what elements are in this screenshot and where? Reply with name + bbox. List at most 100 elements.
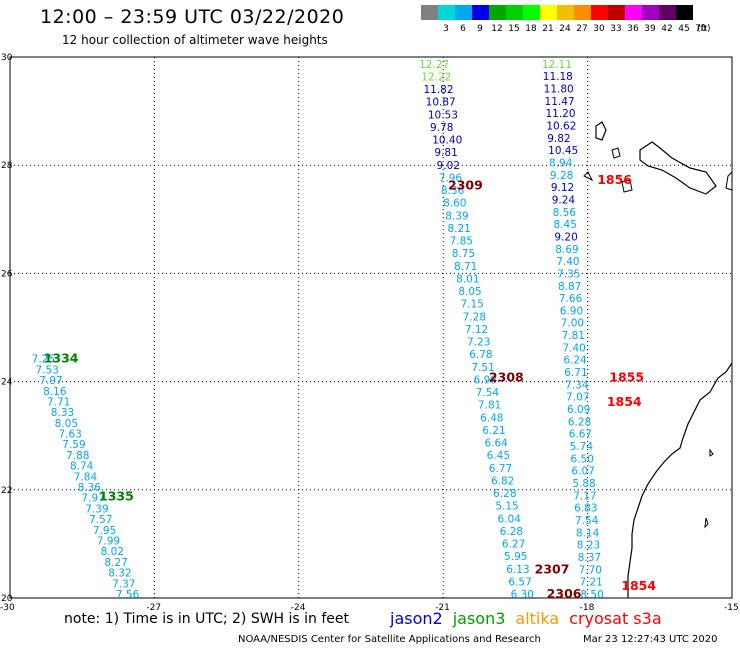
swh-value-label: 7.88 [66, 450, 89, 462]
swh-value-label: 8.27 [104, 557, 127, 569]
swh-value-label: 8.45 [554, 219, 577, 231]
swh-value-label: 6.57 [508, 576, 531, 588]
colorbar-unit: (ft) [697, 24, 711, 34]
colorbar-label: 9 [477, 24, 483, 34]
footnote: note: 1) Time is in UTC; 2) SWH is in fe… [64, 611, 350, 627]
colorbar-label: 30 [593, 24, 605, 34]
lon-tick-label: -24 [291, 603, 306, 613]
swh-value-label: 6.78 [469, 349, 492, 361]
colorbar-swatch [608, 5, 625, 20]
swh-value-label: 7.97 [81, 493, 104, 505]
swh-value-label: 7.00 [561, 318, 584, 330]
swh-value-label: 6.28 [500, 526, 523, 538]
swh-value-label: 9.81 [434, 147, 457, 159]
swh-value-label: 6.77 [489, 463, 512, 475]
lon-tick-label: -27 [146, 603, 161, 613]
swh-value-label: 7.07 [566, 392, 589, 404]
swh-value-label: 7.40 [562, 342, 585, 354]
colorbar-label: 18 [525, 24, 537, 34]
swh-value-label: 7.40 [556, 256, 579, 268]
swh-value-label: 8.74 [70, 461, 94, 473]
pass-time-label: 2308 [489, 370, 524, 385]
colorbar-swatch [591, 5, 608, 20]
lon-tick-label: -30 [0, 603, 15, 613]
swh-value-label: 9.82 [547, 133, 570, 145]
swh-value-label: 6.90 [560, 305, 583, 317]
swh-value-label: 7.57 [89, 514, 112, 526]
swh-value-label: 11.80 [544, 83, 574, 95]
swh-value-label: 7.66 [559, 293, 583, 305]
lat-tick-label: 20 [1, 594, 13, 604]
colorbar-label: 15 [508, 24, 520, 34]
swh-value-label: 6.30 [511, 589, 534, 601]
colorbar-swatch [557, 5, 574, 20]
generated-timestamp: Mar 23 12:27:43 UTC 2020 [583, 634, 718, 645]
colorbar-label: 33 [610, 24, 622, 34]
swh-value-label: 8.39 [445, 210, 468, 222]
lon-tick-label: -21 [435, 603, 450, 613]
swh-value-label: 6.28 [568, 416, 591, 428]
colorbar-label: 3 [443, 24, 449, 34]
swh-value-label: 8.05 [55, 418, 78, 430]
pass-time-label: 1856 [597, 172, 632, 187]
colorbar-label: 39 [644, 24, 656, 34]
swh-value-label: 6.28 [493, 488, 516, 500]
swh-value-label: 6.50 [571, 453, 594, 465]
swh-value-label: 6.71 [564, 367, 587, 379]
swh-value-label: 12.11 [542, 59, 572, 71]
swh-value-label: 6.21 [482, 425, 505, 437]
swh-value-label: 8.05 [458, 286, 481, 298]
swh-value-label: 12.22 [421, 71, 451, 83]
colorbar-swatch [676, 5, 693, 20]
colorbar-swatch [625, 5, 642, 20]
legend-item: altika [515, 609, 560, 628]
swh-value-label: 7.34 [565, 379, 589, 391]
page-title: 12:00 – 23:59 UTC 03/22/2020 [40, 6, 345, 28]
swh-value-label: 8.37 [578, 552, 601, 564]
colorbar-swatch [455, 5, 472, 20]
colorbar-label: 27 [576, 24, 588, 34]
swh-value-label: 7.54 [575, 515, 599, 527]
island-la-gomera [611, 147, 621, 159]
swh-value-label: 11.18 [543, 71, 573, 83]
credit-line: NOAA/NESDIS Center for Satellite Applica… [238, 634, 541, 645]
swh-value-label: 7.35 [557, 268, 580, 280]
pass-time-label: 1334 [44, 351, 79, 366]
colorbar-swatch [489, 5, 506, 20]
colorbar-label: 24 [559, 24, 571, 34]
lat-tick-label: 30 [1, 53, 13, 63]
lon-tick-label: -15 [724, 603, 739, 613]
lat-tick-label: 22 [1, 486, 12, 496]
pass-time-label: 2309 [448, 178, 483, 193]
swh-value-label: 7.39 [85, 503, 108, 515]
swh-value-label: 7.23 [467, 337, 490, 349]
swh-value-label: 6.09 [567, 404, 590, 416]
swh-value-label: 6.07 [571, 466, 594, 478]
swh-value-label: 11.20 [545, 108, 575, 120]
swh-value-label: 7.59 [62, 439, 85, 451]
swh-value-label: 8.56 [553, 207, 577, 219]
swh-value-label: 9.28 [550, 170, 573, 182]
swh-value-label: 5.95 [504, 551, 527, 563]
colorbar-swatch [523, 5, 540, 20]
swh-value-label: 7.56 [116, 589, 140, 601]
swh-value-label: 8.60 [443, 198, 466, 210]
swh-value-label: 6.83 [574, 503, 597, 515]
island-tenerife [639, 141, 717, 195]
island-el-hierro [621, 179, 633, 193]
lat-tick-label: 28 [1, 161, 13, 171]
legend-item: jason3 [452, 609, 506, 628]
swh-value-label: 6.04 [498, 513, 522, 525]
swh-value-label: 6.67 [569, 429, 592, 441]
swh-value-label: 7.51 [471, 362, 494, 374]
legend-item: jason2 [390, 609, 443, 628]
swh-value-label: 8.02 [101, 546, 124, 558]
colorbar-label: 42 [661, 24, 673, 34]
coast-islet [709, 448, 714, 457]
swh-value-label: 8.32 [108, 568, 131, 580]
swh-value-label: 7.95 [93, 525, 116, 537]
colorbar-swatch [540, 5, 557, 20]
swh-value-label: 8.94 [549, 157, 573, 169]
colorbar-swatch [421, 5, 438, 20]
